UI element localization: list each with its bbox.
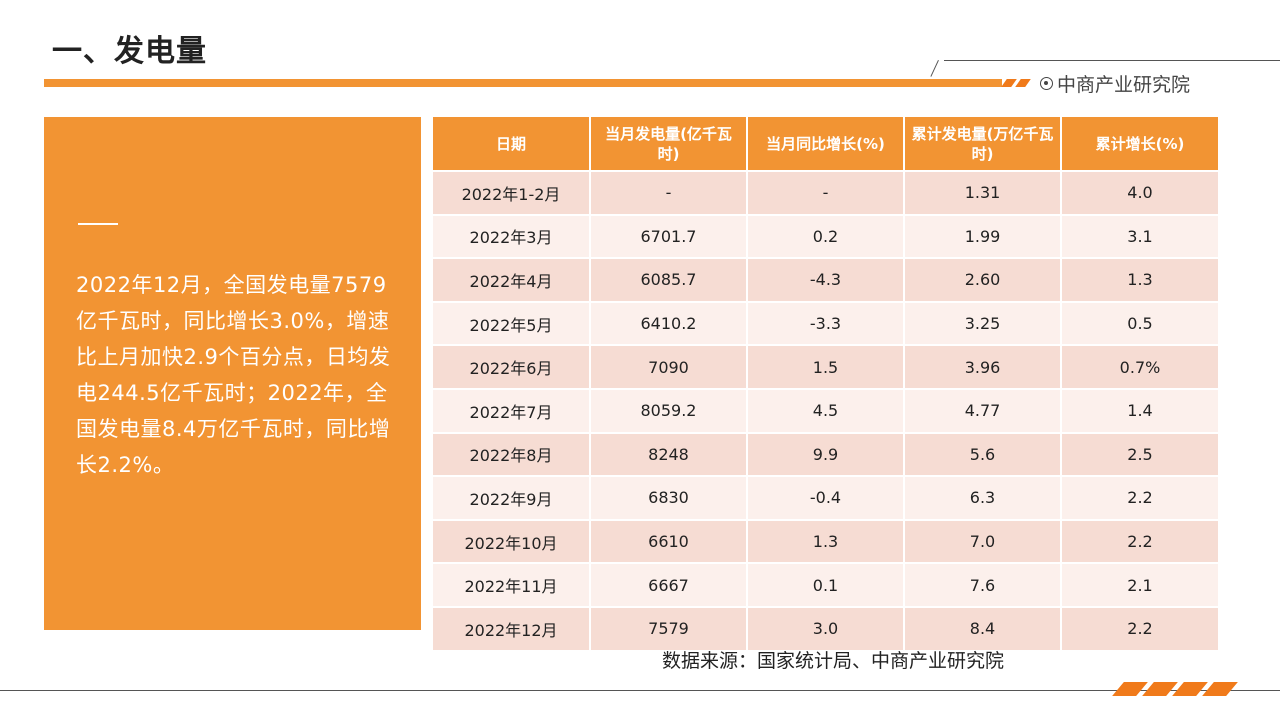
footer-line bbox=[0, 690, 1280, 691]
table-row: 2022年3月 6701.7 0.2 1.99 3.1 bbox=[433, 214, 1218, 260]
table-row: 2022年5月 6410.2 -3.3 3.25 0.5 bbox=[433, 301, 1218, 347]
cell-monthly-growth: 0.2 bbox=[747, 214, 905, 260]
column-header-cumulative-output: 累计发电量(万亿千瓦时) bbox=[904, 117, 1062, 172]
cell-monthly-output: 6410.2 bbox=[590, 301, 748, 347]
table-header-row: 日期 当月发电量(亿千瓦时) 当月同比增长(%) 累计发电量(万亿千瓦时) 累计… bbox=[433, 117, 1218, 172]
cell-cumulative-output: 3.96 bbox=[904, 345, 1062, 390]
circle-dot-icon bbox=[1040, 77, 1053, 90]
cell-cumulative-growth: 3.1 bbox=[1061, 214, 1218, 260]
cell-monthly-growth: -4.3 bbox=[747, 258, 905, 303]
cell-date: 2022年4月 bbox=[433, 258, 591, 303]
table-body: 2022年1-2月 - -1.31 4.0 2022年3月 6701.7 0.2 1.99 3.… bbox=[433, 171, 1218, 650]
cell-monthly-output: 8059.2 bbox=[590, 388, 748, 434]
brand-divider-diagonal bbox=[930, 60, 939, 77]
table-row: 2022年4月 6085.7 -4.3 2.60 1.3 bbox=[433, 258, 1218, 303]
table-row: 2022年9月 6830 -0.4 6.3 2.2 bbox=[433, 476, 1218, 521]
title-underline bbox=[44, 79, 1002, 87]
summary-panel: 2022年12月，全国发电量7579亿千瓦时，同比增长3.0%，增速比上月加快2… bbox=[44, 117, 421, 630]
cell-date: 2022年11月 bbox=[433, 563, 591, 608]
cell-date: 2022年3月 bbox=[433, 214, 591, 260]
cell-cumulative-growth: 1.3 bbox=[1061, 258, 1218, 303]
cell-cumulative-output: 1.99 bbox=[904, 214, 1062, 260]
cell-monthly-growth: 3.0 bbox=[747, 606, 905, 650]
cell-cumulative-growth: 2.5 bbox=[1061, 432, 1218, 478]
cell-monthly-output: 6085.7 bbox=[590, 258, 748, 303]
brand: 中商产业研究院 bbox=[1040, 70, 1190, 97]
table-row: 2022年10月 6610 1.3 7.0 2.2 bbox=[433, 519, 1218, 565]
cell-cumulative-growth: 0.7% bbox=[1061, 345, 1218, 390]
cell-cumulative-output: 7.0 bbox=[904, 519, 1062, 565]
cell-date: 2022年12月 bbox=[433, 606, 591, 650]
cell-date: 2022年9月 bbox=[433, 476, 591, 521]
summary-text: 2022年12月，全国发电量7579亿千瓦时，同比增长3.0%，增速比上月加快2… bbox=[76, 273, 391, 477]
cell-cumulative-output: 8.4 bbox=[904, 606, 1062, 650]
cell-cumulative-growth: 2.2 bbox=[1061, 519, 1218, 565]
cell-cumulative-growth: 2.1 bbox=[1061, 563, 1218, 608]
table-row: 2022年1-2月 - -1.31 4.0 bbox=[433, 171, 1218, 216]
column-header-monthly-output: 当月发电量(亿千瓦时) bbox=[590, 117, 748, 172]
data-source: 数据来源：国家统计局、中商产业研究院 bbox=[662, 650, 1005, 672]
summary-dash bbox=[78, 223, 118, 225]
table-row: 2022年12月 7579 3.0 8.4 2.2 bbox=[433, 606, 1218, 650]
cell-cumulative-output: 1.31 bbox=[904, 171, 1062, 216]
cell-date: 2022年6月 bbox=[433, 345, 591, 390]
cell-cumulative-output: 2.60 bbox=[904, 258, 1062, 303]
cell-date: 2022年8月 bbox=[433, 432, 591, 478]
cell-monthly-growth: 0.1 bbox=[747, 563, 905, 608]
column-header-monthly-growth: 当月同比增长(%) bbox=[747, 117, 905, 172]
cell-date: 2022年10月 bbox=[433, 519, 591, 565]
cell-cumulative-output: 6.3 bbox=[904, 476, 1062, 521]
cell-date: 2022年7月 bbox=[433, 388, 591, 434]
table-row: 2022年11月 6667 0.1 7.6 2.1 bbox=[433, 563, 1218, 608]
cell-monthly-output: 6701.7 bbox=[590, 214, 748, 260]
cell-monthly-output: 7579 bbox=[590, 606, 748, 650]
cell-cumulative-output: 5.6 bbox=[904, 432, 1062, 478]
table-row: 2022年6月 7090 1.5 3.96 0.7% bbox=[433, 345, 1218, 390]
cell-monthly-output: 8248 bbox=[590, 432, 748, 478]
cell-cumulative-output: 4.77 bbox=[904, 388, 1062, 434]
power-generation-table: 日期 当月发电量(亿千瓦时) 当月同比增长(%) 累计发电量(万亿千瓦时) 累计… bbox=[433, 117, 1218, 650]
column-header-date: 日期 bbox=[433, 117, 591, 172]
cell-cumulative-growth: 0.5 bbox=[1061, 301, 1218, 347]
cell-monthly-growth: -0.4 bbox=[747, 476, 905, 521]
cell-monthly-output: - bbox=[590, 171, 748, 216]
brand-divider bbox=[944, 60, 1280, 61]
cell-cumulative-growth: 1.4 bbox=[1061, 388, 1218, 434]
cell-cumulative-growth: 2.2 bbox=[1061, 476, 1218, 521]
cell-monthly-output: 7090 bbox=[590, 345, 748, 390]
cell-date: 2022年5月 bbox=[433, 301, 591, 347]
page-title: 一、发电量 bbox=[52, 34, 207, 69]
cell-cumulative-output: 3.25 bbox=[904, 301, 1062, 347]
column-header-cumulative-growth: 累计增长(%) bbox=[1061, 117, 1218, 172]
cell-monthly-output: 6830 bbox=[590, 476, 748, 521]
cell-cumulative-growth: 4.0 bbox=[1061, 171, 1218, 216]
cell-monthly-growth: 4.5 bbox=[747, 388, 905, 434]
cell-monthly-growth: -3.3 bbox=[747, 301, 905, 347]
cell-monthly-growth: 1.3 bbox=[747, 519, 905, 565]
cell-monthly-output: 6667 bbox=[590, 563, 748, 608]
brand-name: 中商产业研究院 bbox=[1057, 74, 1191, 96]
table-row: 2022年7月 8059.2 4.5 4.77 1.4 bbox=[433, 388, 1218, 434]
table-row: 2022年8月 8248 9.9 5.6 2.5 bbox=[433, 432, 1218, 478]
cell-cumulative-growth: 2.2 bbox=[1061, 606, 1218, 650]
cell-monthly-output: 6610 bbox=[590, 519, 748, 565]
cell-date: 2022年1-2月 bbox=[433, 171, 591, 216]
cell-cumulative-output: 7.6 bbox=[904, 563, 1062, 608]
cell-monthly-growth: 1.5 bbox=[747, 345, 905, 390]
cell-monthly-growth: 9.9 bbox=[747, 432, 905, 478]
cell-monthly-growth: - bbox=[747, 171, 905, 216]
